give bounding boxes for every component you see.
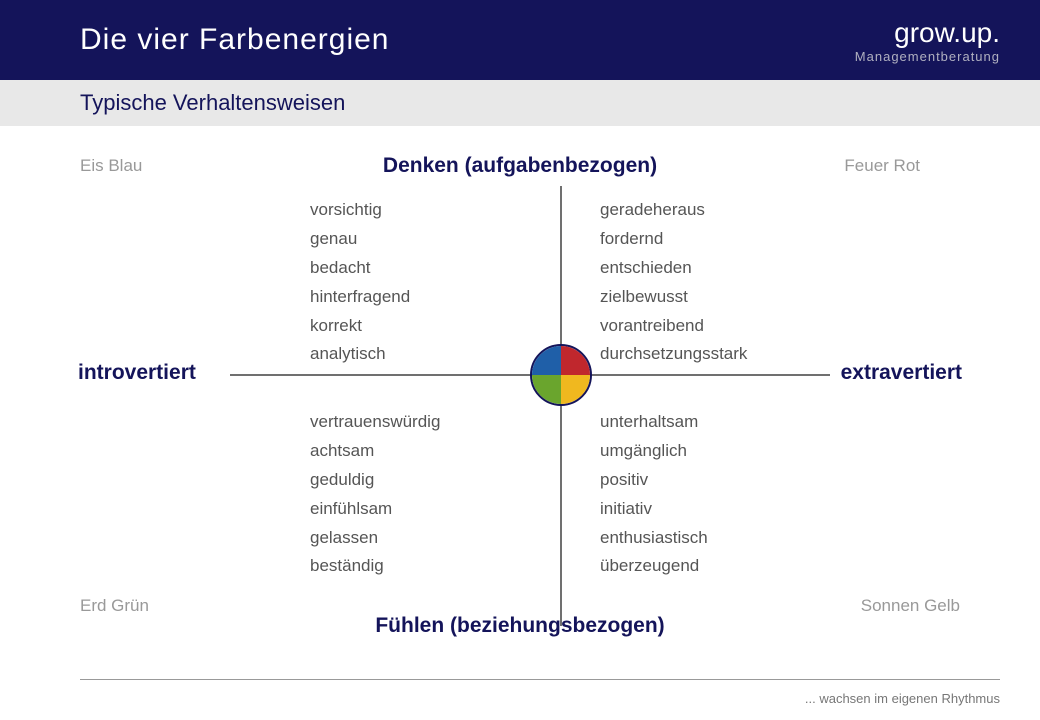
trait-list-top-right: geradeherausforderndentschiedenzielbewus…: [600, 196, 747, 369]
trait-item: vorantreibend: [600, 312, 747, 341]
trait-item: überzeugend: [600, 552, 708, 581]
vertical-axis-line: [560, 186, 562, 626]
trait-item: beständig: [310, 552, 440, 581]
wheel-quadrant-red: [561, 346, 590, 375]
trait-item: unterhaltsam: [600, 408, 708, 437]
trait-item: korrekt: [310, 312, 410, 341]
trait-list-top-left: vorsichtiggenaubedachthinterfragendkorre…: [310, 196, 410, 369]
subheader: Typische Verhaltensweisen: [0, 80, 1040, 126]
trait-item: einfühlsam: [310, 495, 440, 524]
corner-label-bottom-right: Sonnen Gelb: [861, 596, 960, 616]
corner-label-bottom-left: Erd Grün: [80, 596, 149, 616]
wheel-quadrant-yellow: [561, 375, 590, 404]
quadrant-diagram: Eis Blau Feuer Rot Erd Grün Sonnen Gelb …: [0, 126, 1040, 666]
trait-item: genau: [310, 225, 410, 254]
center-color-wheel: [530, 344, 592, 406]
trait-item: geradeheraus: [600, 196, 747, 225]
axis-label-top: Denken (aufgabenbezogen): [383, 154, 657, 178]
wheel-quadrant-blue: [532, 346, 561, 375]
trait-item: analytisch: [310, 340, 410, 369]
trait-item: fordernd: [600, 225, 747, 254]
subheader-title: Typische Verhaltensweisen: [80, 90, 960, 116]
trait-item: achtsam: [310, 437, 440, 466]
trait-item: hinterfragend: [310, 283, 410, 312]
trait-item: positiv: [600, 466, 708, 495]
trait-item: enthusiastisch: [600, 524, 708, 553]
trait-item: bedacht: [310, 254, 410, 283]
trait-item: vorsichtig: [310, 196, 410, 225]
brand-block: grow.up. Managementberatung: [855, 17, 1000, 64]
trait-item: entschieden: [600, 254, 747, 283]
page-title: Die vier Farbenergien: [80, 23, 389, 57]
corner-label-top-right: Feuer Rot: [844, 156, 920, 176]
header: Die vier Farbenergien grow.up. Managemen…: [0, 0, 1040, 80]
trait-item: durchsetzungsstark: [600, 340, 747, 369]
axis-label-left: introvertiert: [78, 361, 196, 385]
trait-item: initiativ: [600, 495, 708, 524]
wheel-quadrant-green: [532, 375, 561, 404]
trait-item: geduldig: [310, 466, 440, 495]
trait-list-bottom-left: vertrauenswürdigachtsamgeduldigeinfühlsa…: [310, 408, 440, 581]
footer-tagline: ... wachsen im eigenen Rhythmus: [805, 691, 1000, 706]
footer-divider: [80, 679, 1000, 680]
trait-list-bottom-right: unterhaltsamumgänglichpositivinitiativen…: [600, 408, 708, 581]
trait-item: umgänglich: [600, 437, 708, 466]
brand-name: grow.up.: [855, 17, 1000, 49]
corner-label-top-left: Eis Blau: [80, 156, 142, 176]
axis-label-right: extravertiert: [841, 361, 962, 385]
brand-sub: Managementberatung: [855, 49, 1000, 64]
axis-label-bottom: Fühlen (beziehungsbezogen): [375, 614, 664, 638]
trait-item: gelassen: [310, 524, 440, 553]
trait-item: zielbewusst: [600, 283, 747, 312]
trait-item: vertrauenswürdig: [310, 408, 440, 437]
